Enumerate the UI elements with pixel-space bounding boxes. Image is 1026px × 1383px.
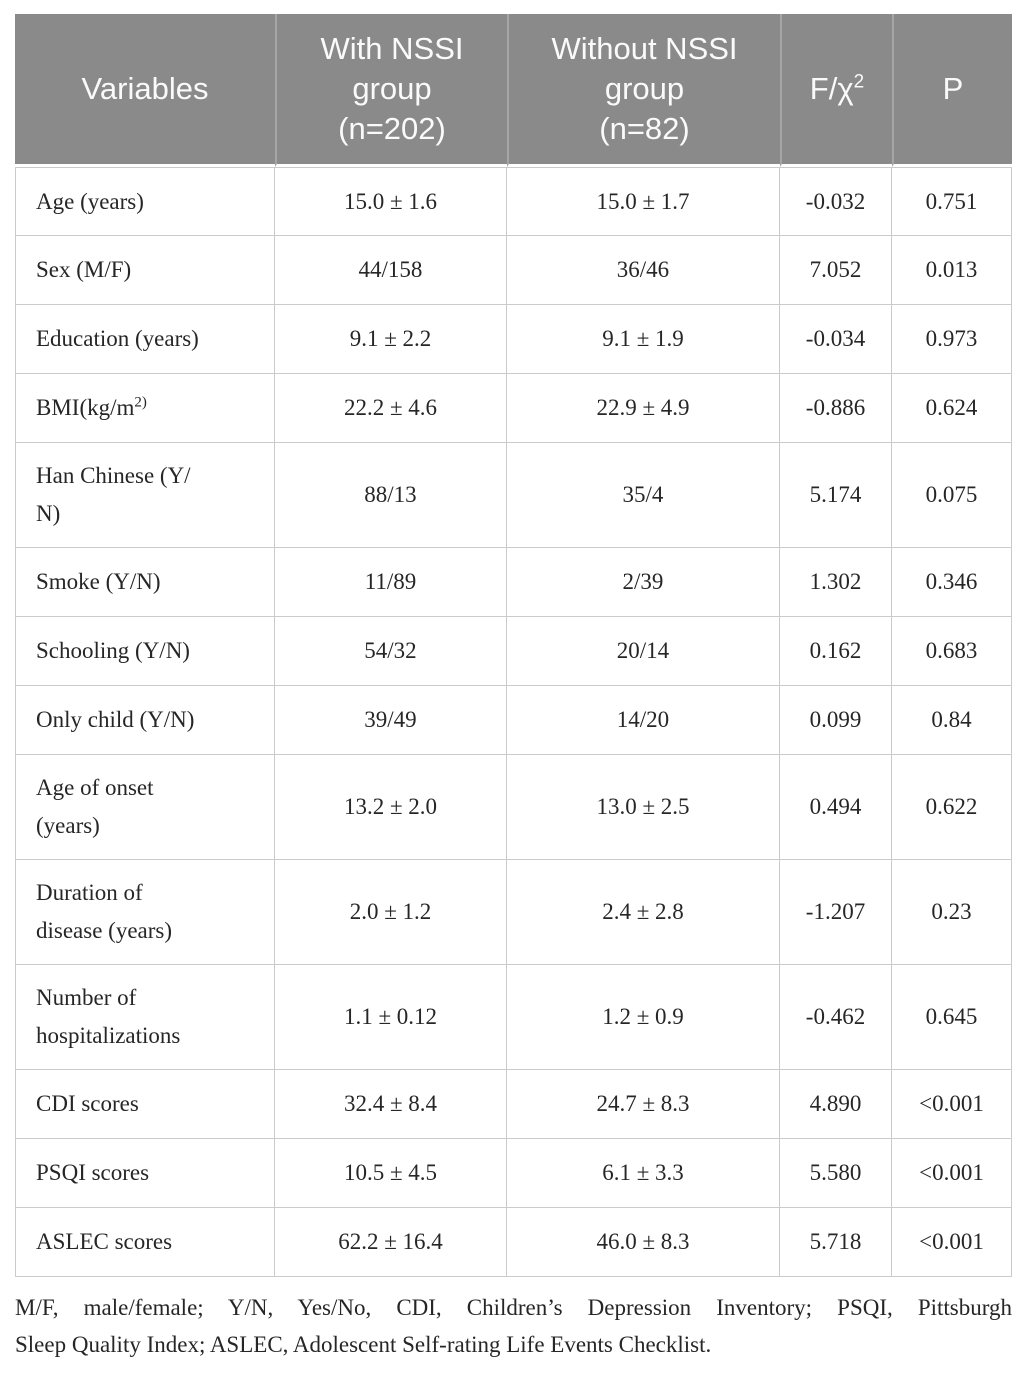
- cell-variable: Number of hospitalizations: [15, 965, 275, 1070]
- cell-f_chi2: 0.162: [780, 617, 892, 686]
- table-header: Variables With NSSI group (n=202) Without NS…: [15, 14, 1012, 167]
- cell-variable: BMI(kg/m2): [15, 374, 275, 443]
- table-row: Han Chinese (Y/N) 88/13 35/4 5.174 0.075: [15, 443, 1012, 548]
- cell-with_nssi: 39/49: [275, 686, 507, 755]
- cell-with_nssi: 62.2 ± 16.4: [275, 1208, 507, 1277]
- table-row: PSQI scores 10.5 ± 4.5 6.1 ± 3.3 5.580 <0.00…: [15, 1139, 1012, 1208]
- demographics-comparison-table: Variables With NSSI group (n=202) Without NS…: [15, 14, 1012, 1277]
- cell-without_nssi: 2.4 ± 2.8: [507, 860, 780, 965]
- cell-variable: CDI scores: [15, 1070, 275, 1139]
- cell-p: 0.751: [892, 167, 1012, 236]
- cell-p: 0.973: [892, 305, 1012, 374]
- column-header-with_nssi: With NSSI group (n=202): [275, 14, 507, 167]
- cell-without_nssi: 36/46: [507, 236, 780, 305]
- cell-p: 0.624: [892, 374, 1012, 443]
- cell-variable: Smoke (Y/N): [15, 548, 275, 617]
- cell-variable: Sex (M/F): [15, 236, 275, 305]
- cell-f_chi2: 7.052: [780, 236, 892, 305]
- cell-with_nssi: 44/158: [275, 236, 507, 305]
- cell-p: <0.001: [892, 1208, 1012, 1277]
- cell-without_nssi: 22.9 ± 4.9: [507, 374, 780, 443]
- cell-p: 0.683: [892, 617, 1012, 686]
- cell-without_nssi: 24.7 ± 8.3: [507, 1070, 780, 1139]
- cell-f_chi2: 5.174: [780, 443, 892, 548]
- cell-without_nssi: 2/39: [507, 548, 780, 617]
- cell-with_nssi: 11/89: [275, 548, 507, 617]
- table-row: Only child (Y/N) 39/49 14/20 0.099 0.84: [15, 686, 1012, 755]
- table-footnote: M/F, male/female; Y/N, Yes/No, CDI, Chil…: [15, 1289, 1012, 1363]
- cell-variable: Age of onset (years): [15, 755, 275, 860]
- cell-with_nssi: 2.0 ± 1.2: [275, 860, 507, 965]
- cell-variable: ASLEC scores: [15, 1208, 275, 1277]
- cell-p: 0.645: [892, 965, 1012, 1070]
- table-row: Schooling (Y/N) 54/32 20/14 0.162 0.683: [15, 617, 1012, 686]
- cell-p: 0.84: [892, 686, 1012, 755]
- cell-variable: PSQI scores: [15, 1139, 275, 1208]
- cell-with_nssi: 54/32: [275, 617, 507, 686]
- cell-f_chi2: -0.886: [780, 374, 892, 443]
- cell-f_chi2: 5.580: [780, 1139, 892, 1208]
- cell-variable: Han Chinese (Y/N): [15, 443, 275, 548]
- cell-with_nssi: 32.4 ± 8.4: [275, 1070, 507, 1139]
- cell-f_chi2: 4.890: [780, 1070, 892, 1139]
- cell-variable: Only child (Y/N): [15, 686, 275, 755]
- cell-without_nssi: 46.0 ± 8.3: [507, 1208, 780, 1277]
- cell-p: 0.075: [892, 443, 1012, 548]
- cell-variable: Schooling (Y/N): [15, 617, 275, 686]
- cell-p: <0.001: [892, 1139, 1012, 1208]
- cell-f_chi2: -0.034: [780, 305, 892, 374]
- table-row: Age (years) 15.0 ± 1.6 15.0 ± 1.7 -0.032 0.7…: [15, 167, 1012, 236]
- cell-f_chi2: -0.032: [780, 167, 892, 236]
- cell-without_nssi: 20/14: [507, 617, 780, 686]
- table-row: CDI scores 32.4 ± 8.4 24.7 ± 8.3 4.890 <0.00…: [15, 1070, 1012, 1139]
- cell-f_chi2: 0.099: [780, 686, 892, 755]
- cell-f_chi2: 1.302: [780, 548, 892, 617]
- table-body: Age (years) 15.0 ± 1.6 15.0 ± 1.7 -0.032 0.7…: [15, 167, 1012, 1277]
- column-header-without_nssi: Without NSSI group (n=82): [507, 14, 780, 167]
- cell-without_nssi: 1.2 ± 0.9: [507, 965, 780, 1070]
- cell-p: 0.23: [892, 860, 1012, 965]
- cell-f_chi2: -1.207: [780, 860, 892, 965]
- cell-with_nssi: 22.2 ± 4.6: [275, 374, 507, 443]
- table-header-row: Variables With NSSI group (n=202) Without NS…: [15, 14, 1012, 167]
- column-header-f_chi2: F/χ2: [780, 14, 892, 167]
- cell-without_nssi: 13.0 ± 2.5: [507, 755, 780, 860]
- cell-f_chi2: -0.462: [780, 965, 892, 1070]
- cell-with_nssi: 10.5 ± 4.5: [275, 1139, 507, 1208]
- cell-without_nssi: 6.1 ± 3.3: [507, 1139, 780, 1208]
- table-row: Number of hospitalizations 1.1 ± 0.12 1.2 ±…: [15, 965, 1012, 1070]
- table-row: Age of onset (years) 13.2 ± 2.0 13.0 ± 2.5 0…: [15, 755, 1012, 860]
- cell-f_chi2: 5.718: [780, 1208, 892, 1277]
- cell-with_nssi: 9.1 ± 2.2: [275, 305, 507, 374]
- cell-with_nssi: 1.1 ± 0.12: [275, 965, 507, 1070]
- cell-p: 0.346: [892, 548, 1012, 617]
- cell-without_nssi: 35/4: [507, 443, 780, 548]
- footnote-line-1: M/F, male/female; Y/N, Yes/No, CDI, Chil…: [15, 1295, 1012, 1320]
- cell-with_nssi: 15.0 ± 1.6: [275, 167, 507, 236]
- footnote-line-2: Sleep Quality Index; ASLEC, Adolescent S…: [15, 1332, 712, 1357]
- cell-with_nssi: 88/13: [275, 443, 507, 548]
- column-header-variable: Variables: [15, 14, 275, 167]
- cell-without_nssi: 9.1 ± 1.9: [507, 305, 780, 374]
- cell-variable: Education (years): [15, 305, 275, 374]
- cell-with_nssi: 13.2 ± 2.0: [275, 755, 507, 860]
- cell-p: 0.622: [892, 755, 1012, 860]
- table-row: Duration of disease (years) 2.0 ± 1.2 2.4 ±…: [15, 860, 1012, 965]
- cell-without_nssi: 15.0 ± 1.7: [507, 167, 780, 236]
- cell-f_chi2: 0.494: [780, 755, 892, 860]
- cell-p: 0.013: [892, 236, 1012, 305]
- cell-variable: Age (years): [15, 167, 275, 236]
- table-row: Smoke (Y/N) 11/89 2/39 1.302 0.346: [15, 548, 1012, 617]
- cell-without_nssi: 14/20: [507, 686, 780, 755]
- cell-p: <0.001: [892, 1070, 1012, 1139]
- cell-variable: Duration of disease (years): [15, 860, 275, 965]
- column-header-p: P: [892, 14, 1012, 167]
- table-row: Sex (M/F) 44/158 36/46 7.052 0.013: [15, 236, 1012, 305]
- table-row: BMI(kg/m2) 22.2 ± 4.6 22.9 ± 4.9 -0.886 0.62…: [15, 374, 1012, 443]
- table-row: Education (years) 9.1 ± 2.2 9.1 ± 1.9 -0.03…: [15, 305, 1012, 374]
- table-row: ASLEC scores 62.2 ± 16.4 46.0 ± 8.3 5.718 <0…: [15, 1208, 1012, 1277]
